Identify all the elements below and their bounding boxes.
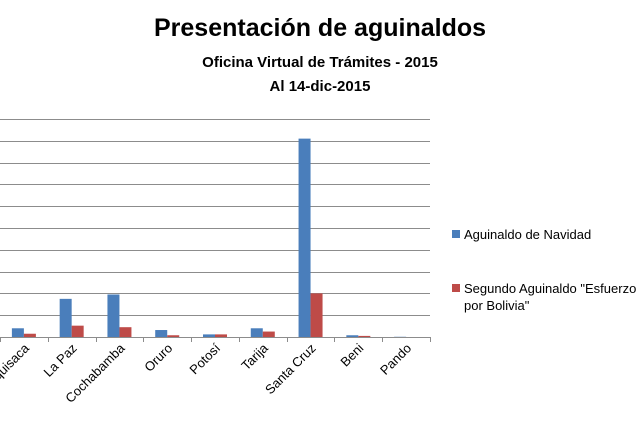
bar-aguinaldo-navidad-7 <box>346 335 359 337</box>
bar-aguinaldo-navidad-1 <box>59 298 72 337</box>
bar-segundo-aguinaldo-7 <box>358 335 371 337</box>
chart-title: Presentación de aguinaldos <box>153 14 487 42</box>
chart-subtitle-date: Al 14-dic-2015 <box>269 78 371 95</box>
bar-aguinaldo-navidad-3 <box>155 330 168 337</box>
legend-label-segundo-aguinaldo: Segundo Aguinaldo "Esfuerzo por Bolivia" <box>464 280 636 314</box>
bar-segundo-aguinaldo-1 <box>71 325 84 337</box>
legend-label-line1: Segundo Aguinaldo "Esfuerzo <box>464 281 637 296</box>
bar-segundo-aguinaldo-4 <box>215 334 227 337</box>
legend-swatch-blue <box>452 230 460 238</box>
legend-label-aguinaldo-navidad: Aguinaldo de Navidad <box>464 227 592 242</box>
bar-segundo-aguinaldo-2 <box>119 327 132 337</box>
x-tick-label: Pando <box>377 341 414 378</box>
chart-subtitle-office: Oficina Virtual de Trámites - 2015 <box>202 54 438 71</box>
bar-aguinaldo-navidad-6 <box>298 138 311 337</box>
bar-aguinaldo-navidad-0 <box>11 328 24 337</box>
bar-aguinaldo-navidad-4 <box>203 334 215 337</box>
x-tick-label: La Paz <box>41 341 80 380</box>
bar-segundo-aguinaldo-0 <box>23 333 36 337</box>
x-tick-label: Tarija <box>238 340 271 373</box>
legend-label-line2: por Bolivia" <box>464 298 530 313</box>
x-tick-label: Oruro <box>141 341 175 375</box>
legend-swatch-red <box>452 284 460 292</box>
gridlines <box>0 119 430 316</box>
x-tick-label: Chuquisaca <box>0 340 33 400</box>
bar-segundo-aguinaldo-3 <box>167 335 180 337</box>
bar-segundo-aguinaldo-6 <box>310 293 323 337</box>
bar-segundo-aguinaldo-5 <box>262 331 275 337</box>
bar-aguinaldo-navidad-5 <box>250 328 263 337</box>
x-tick-label: Potosí <box>186 340 223 377</box>
bar-aguinaldo-navidad-2 <box>107 294 120 337</box>
bars <box>11 138 407 337</box>
axes <box>0 337 431 342</box>
x-tick-label: Beni <box>337 340 366 369</box>
x-tick-label: Santa Cruz <box>262 341 319 398</box>
